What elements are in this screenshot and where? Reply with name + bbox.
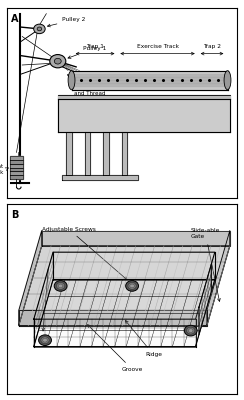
Text: B: B — [11, 210, 18, 220]
Ellipse shape — [68, 71, 75, 90]
Polygon shape — [19, 246, 230, 326]
Polygon shape — [74, 84, 225, 86]
Circle shape — [37, 27, 42, 31]
Text: Pulley 2: Pulley 2 — [48, 17, 86, 27]
Circle shape — [187, 327, 195, 334]
Polygon shape — [10, 168, 23, 171]
Circle shape — [43, 338, 47, 342]
Polygon shape — [122, 132, 127, 175]
Polygon shape — [74, 77, 225, 80]
Polygon shape — [71, 71, 227, 90]
Polygon shape — [19, 310, 207, 326]
Text: Exercise Track: Exercise Track — [137, 44, 179, 49]
Circle shape — [39, 335, 51, 346]
Text: Trap 1: Trap 1 — [86, 44, 104, 49]
Text: Pulley 1: Pulley 1 — [68, 46, 106, 58]
Text: Groove: Groove — [88, 325, 143, 372]
Circle shape — [130, 284, 134, 288]
Polygon shape — [34, 280, 215, 346]
Polygon shape — [34, 252, 215, 319]
Text: Adjustable Screws: Adjustable Screws — [42, 226, 127, 280]
Polygon shape — [10, 175, 23, 179]
Polygon shape — [74, 74, 225, 77]
Polygon shape — [42, 230, 230, 246]
Circle shape — [128, 282, 136, 289]
Text: Trap 2: Trap 2 — [203, 44, 221, 49]
Ellipse shape — [224, 71, 231, 90]
Polygon shape — [62, 175, 138, 180]
Polygon shape — [58, 95, 230, 99]
Circle shape — [58, 284, 63, 288]
Circle shape — [50, 54, 66, 68]
Polygon shape — [58, 99, 230, 132]
Circle shape — [56, 282, 65, 289]
Text: Weight
Stack: Weight Stack — [0, 164, 4, 174]
Polygon shape — [103, 132, 109, 175]
Polygon shape — [10, 164, 23, 168]
Polygon shape — [19, 230, 42, 326]
Circle shape — [34, 24, 45, 34]
Polygon shape — [207, 230, 230, 326]
Text: Ridge: Ridge — [125, 320, 162, 357]
Polygon shape — [10, 160, 23, 164]
Text: Sticky Tape
and Thread: Sticky Tape and Thread — [68, 75, 105, 96]
Circle shape — [184, 325, 197, 336]
Circle shape — [188, 329, 193, 332]
Circle shape — [54, 281, 67, 291]
Polygon shape — [10, 156, 23, 160]
Text: A: A — [11, 14, 18, 24]
Circle shape — [54, 58, 61, 64]
Polygon shape — [74, 80, 225, 83]
Text: Slide-able
Gate: Slide-able Gate — [191, 228, 220, 301]
Polygon shape — [85, 132, 90, 175]
Circle shape — [41, 337, 49, 344]
Circle shape — [126, 281, 139, 291]
Polygon shape — [10, 171, 23, 175]
Polygon shape — [67, 132, 72, 175]
Polygon shape — [199, 264, 211, 335]
